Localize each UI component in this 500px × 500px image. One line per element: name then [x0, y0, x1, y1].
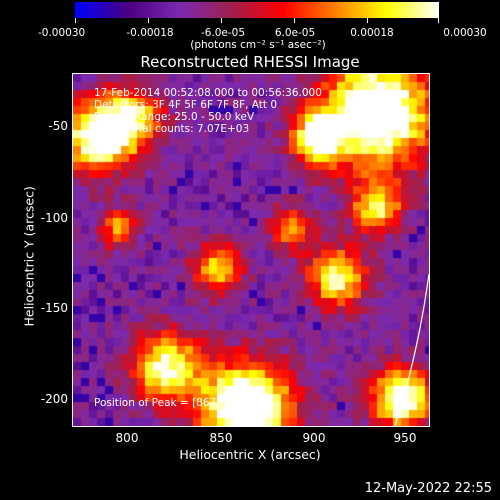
x-tick-label: 900 [302, 431, 326, 445]
y-tick-label: -200 [40, 392, 68, 406]
colorbar-units: (photons cm⁻² s⁻¹ asec⁻²) [190, 39, 326, 51]
x-tick-label: 850 [209, 431, 233, 445]
info-energy-range: Energy Range: 25.0 - 50.0 keV [94, 111, 255, 123]
peak-position-label: Position of Peak = [867,-214] [94, 397, 248, 409]
colorbar-tick-label: 0.00030 [443, 27, 487, 39]
colorbar [75, 2, 439, 18]
heatmap-image [73, 74, 429, 426]
y-tick-label: -100 [40, 211, 68, 225]
plot-title: Reconstructed RHESSI Image [140, 53, 360, 71]
y-tick-label: -50 [48, 119, 68, 133]
colorbar-tick-label: 6.0e-05 [274, 27, 316, 39]
x-tick-label: 800 [115, 431, 139, 445]
y-tick-label: -150 [40, 301, 68, 315]
colorbar-tick-label: -6.0e-05 [200, 27, 246, 39]
colorbar-tick-label: -0.00030 [38, 27, 86, 39]
y-axis-label: Heliocentric Y (arcsec) [21, 186, 37, 327]
info-time-range: 17-Feb-2014 00:52:08.000 to 00:56:36.000 [94, 87, 322, 99]
info-total-counts: Clean Total counts: 7.07E+03 [94, 123, 250, 135]
limb-curve [394, 273, 429, 426]
rhessi-image-plot [72, 73, 430, 427]
x-tick-label: 950 [393, 431, 417, 445]
x-axis-label: Heliocentric X (arcsec) [179, 447, 321, 462]
info-detectors: Detectors: 3F 4F 5F 6F 7F 8F, Att 0 [94, 99, 278, 111]
colorbar-tick-label: -0.00018 [126, 27, 174, 39]
colorbar-tick-label: 0.00018 [350, 27, 394, 39]
timestamp: 12-May-2022 22:55 [364, 481, 492, 496]
